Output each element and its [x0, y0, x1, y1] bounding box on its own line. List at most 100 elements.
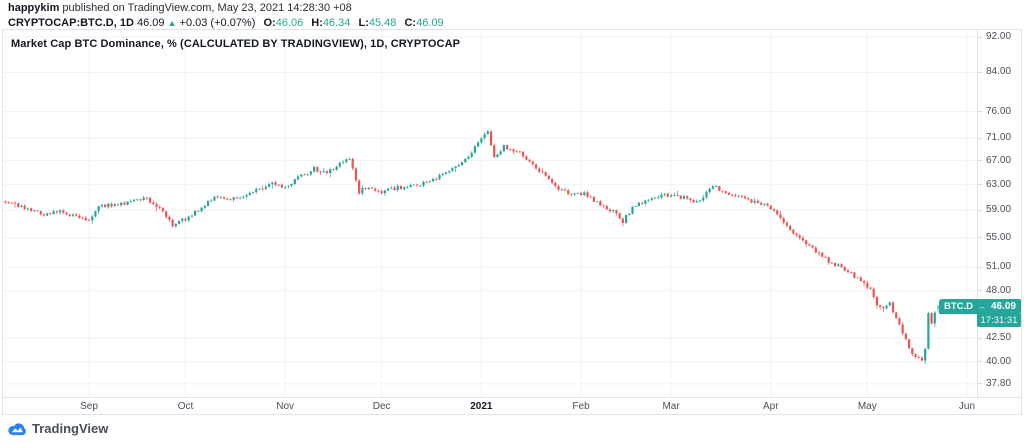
candle-body — [551, 179, 554, 183]
candle-body — [563, 189, 567, 191]
candle-body — [187, 216, 190, 221]
symbol-name: CRYPTOCAP:BTC.D, 1D — [8, 17, 134, 29]
candle-body — [904, 333, 907, 340]
candle-body — [721, 190, 724, 192]
candle-body — [933, 312, 936, 324]
candle-body — [213, 196, 216, 201]
up-arrow-icon: ▲ — [167, 18, 177, 28]
candle-body — [907, 339, 911, 349]
time-axis-label: 2021 — [470, 401, 493, 412]
candle-body — [26, 208, 29, 210]
candle-body — [55, 211, 58, 213]
candle-body — [602, 205, 605, 207]
candle-body — [351, 158, 354, 169]
candle-body — [586, 192, 589, 197]
candle-body — [181, 218, 184, 222]
candle-body — [338, 162, 341, 167]
candle-body — [306, 174, 309, 176]
candle-body — [168, 216, 171, 220]
candle-body — [75, 214, 78, 216]
candle-body — [599, 201, 602, 206]
candle-body — [261, 188, 264, 190]
candle-body — [637, 202, 641, 207]
candle-body — [23, 205, 26, 209]
candle-body — [798, 235, 801, 239]
candle-body — [570, 194, 573, 195]
time-axis[interactable]: Sep Oct Nov Dec 2021 Feb Mar Apr May Jun — [3, 397, 1021, 414]
candle-body — [412, 184, 415, 186]
candle-body — [882, 306, 885, 309]
candle-body — [49, 213, 52, 215]
candle-body — [280, 184, 284, 188]
price-axis-tick — [978, 137, 982, 139]
candle-body — [846, 270, 850, 273]
high-value: 46.34 — [322, 17, 351, 29]
candle-body — [107, 203, 110, 208]
open-label: O: — [263, 17, 276, 29]
candle-body — [42, 214, 46, 216]
candle-body — [390, 187, 393, 189]
candle-body — [682, 196, 686, 199]
candle-body — [489, 131, 493, 146]
candle-body — [46, 213, 49, 216]
price-axis-tick — [978, 111, 982, 112]
candle-body — [776, 210, 779, 215]
candle-body — [113, 204, 116, 207]
candle-body — [631, 206, 634, 214]
candle-body — [62, 210, 65, 213]
candle-body — [866, 282, 869, 288]
candle-body — [763, 203, 766, 205]
candle-body — [756, 200, 760, 203]
candle-body — [676, 194, 679, 196]
candle-body — [313, 166, 316, 172]
candle-body — [39, 211, 42, 215]
candle-body — [155, 204, 158, 208]
candle-body — [824, 256, 827, 258]
candle-body — [435, 178, 438, 180]
candle-body — [377, 190, 380, 192]
price-axis[interactable]: 92.00 84.00 76.00 71.00 67.00 63.00 59.00 55.00… — [977, 30, 1021, 397]
candle-body — [608, 209, 612, 212]
candle-body — [30, 208, 33, 211]
candle-body — [698, 200, 702, 202]
candle-body — [541, 171, 544, 173]
price-axis-label: 55.00 — [986, 231, 1012, 243]
candle-body — [605, 206, 608, 210]
badge-price-value: 46.09 — [990, 301, 1016, 312]
price-axis-label: 67.00 — [986, 154, 1012, 166]
candle-body — [788, 225, 792, 230]
candle-body — [448, 171, 451, 173]
candle-body — [287, 185, 290, 187]
candle-body — [290, 183, 293, 186]
candle-body — [232, 197, 235, 200]
close-value: 46.09 — [416, 17, 444, 29]
chart-canvas[interactable] — [3, 30, 977, 397]
candle-body — [194, 210, 197, 216]
candle-body — [705, 191, 708, 198]
last-price: 46.09 — [136, 17, 165, 29]
candle-body — [145, 197, 148, 199]
price-axis-label: 63.00 — [986, 178, 1012, 190]
candle-body — [856, 277, 859, 279]
candle-body — [277, 184, 280, 186]
candle-body — [573, 193, 576, 195]
candle-body — [505, 145, 509, 150]
candle-body — [274, 182, 277, 186]
chart-frame: Market Cap BTC Dominance, % (CALCULATED … — [2, 29, 1022, 415]
candle-body — [332, 169, 335, 171]
candle-body — [673, 194, 676, 196]
candle-body — [242, 196, 245, 198]
candle-body — [483, 134, 486, 139]
candle-body — [203, 205, 206, 208]
candlestick-chart[interactable] — [3, 30, 977, 397]
candle-body — [322, 171, 325, 173]
candle-body — [354, 168, 358, 181]
candle-body — [300, 174, 303, 177]
candle-body — [612, 210, 615, 212]
price-axis-tick — [978, 209, 982, 211]
candle-body — [335, 166, 338, 170]
candle-body — [518, 151, 522, 153]
candle-body — [348, 158, 351, 160]
candle-body — [116, 204, 120, 206]
candle-body — [71, 214, 75, 216]
